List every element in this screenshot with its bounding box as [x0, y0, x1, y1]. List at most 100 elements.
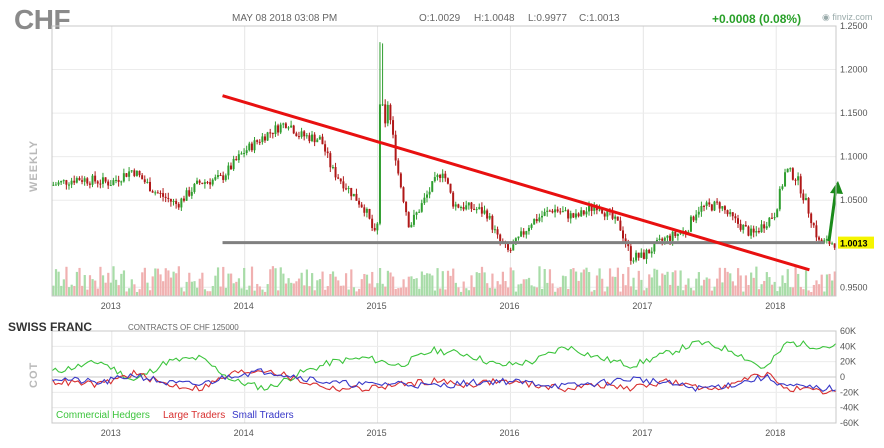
volume-bar	[441, 271, 444, 296]
price-y-tick: 0.9500	[840, 282, 868, 292]
candle-body	[441, 173, 444, 179]
candle-body	[363, 207, 366, 213]
volume-bar	[78, 267, 81, 296]
volume-bar	[148, 290, 152, 296]
volume-bar	[352, 287, 356, 296]
volume-bar	[245, 289, 248, 296]
price-y-tick: 1.2500	[840, 21, 868, 31]
cot-axis: 60K 40K 20K 0 -20K -40K -60K	[840, 326, 859, 428]
volume-bar	[378, 268, 382, 296]
candle-body	[96, 181, 99, 184]
volume-bar	[703, 279, 706, 296]
candle-body	[248, 143, 251, 151]
candle-body	[507, 243, 510, 250]
candle-body	[789, 168, 792, 170]
volume-bar	[412, 278, 416, 296]
candle-body	[410, 224, 413, 228]
volume-bar	[778, 286, 782, 296]
candle-body	[216, 175, 219, 178]
candle-body	[78, 178, 81, 181]
candle-body	[135, 170, 138, 176]
candle-body	[337, 177, 340, 179]
volume-bar	[823, 291, 826, 296]
volume-bar	[640, 279, 643, 296]
candle-body	[713, 201, 716, 211]
candle-body	[590, 206, 593, 211]
volume-bar	[721, 282, 724, 296]
candle-body	[496, 229, 499, 235]
volume-bar	[263, 291, 267, 296]
candle-body	[122, 173, 125, 182]
candle-body	[342, 181, 345, 189]
volume-bar	[501, 271, 504, 296]
volume-bar	[256, 283, 259, 296]
candle-body	[781, 186, 784, 189]
volume-bar	[313, 290, 316, 296]
candle-body	[253, 140, 256, 151]
candle-body	[828, 239, 831, 245]
candle-body	[261, 136, 264, 143]
candle-body	[530, 224, 533, 228]
cot-x-tick: 2018	[765, 428, 785, 438]
volume-bar	[663, 274, 667, 296]
candle-body	[462, 207, 465, 210]
candle-body	[645, 249, 648, 259]
source-watermark[interactable]: ◉ finviz.com	[822, 12, 872, 23]
candle-body	[112, 180, 115, 186]
candle-body	[773, 217, 776, 219]
candle-body	[303, 131, 306, 137]
cot-x-tick: 2017	[632, 428, 652, 438]
volume-bar	[334, 276, 337, 296]
candle-body	[509, 249, 512, 251]
candle-body	[133, 170, 136, 176]
candle-body	[797, 176, 800, 181]
candle-body	[603, 213, 606, 217]
volume-bar	[292, 283, 295, 296]
volume-bar	[389, 272, 392, 296]
volume-bar	[52, 285, 55, 296]
candle-body	[666, 235, 669, 238]
volume-bar	[143, 267, 146, 296]
candle-body	[151, 191, 154, 193]
candle-body	[744, 224, 747, 227]
candle-body	[760, 224, 763, 233]
volume-bar	[392, 276, 395, 296]
volume-bar	[546, 282, 549, 296]
volume-bar	[559, 287, 562, 296]
candle-body	[237, 154, 240, 161]
volume-bar	[446, 270, 450, 296]
volume-bar	[804, 270, 808, 296]
volume-bar	[765, 272, 768, 296]
candle-body	[446, 178, 449, 184]
candle-body	[752, 228, 755, 233]
candle-body	[818, 237, 821, 240]
cot-y-tick: 40K	[840, 341, 856, 351]
volume-bar	[797, 273, 800, 296]
candle-body	[405, 201, 408, 213]
candle-body	[418, 211, 421, 213]
candle-body	[632, 260, 635, 262]
volume-bar	[554, 291, 557, 296]
candle-body	[768, 217, 771, 227]
volume-bar	[222, 266, 225, 296]
volume-bar	[284, 283, 288, 296]
candle-body	[705, 202, 708, 207]
price-time-axis: 2013 2014 2015 2016 2017 2018	[101, 301, 785, 311]
volume-bar	[820, 274, 823, 296]
volume-bar	[802, 289, 805, 296]
candle-body	[245, 150, 248, 154]
volume-bar	[253, 290, 256, 296]
candle-body	[392, 120, 395, 135]
volume-bar	[509, 267, 512, 296]
volume-bar	[83, 275, 86, 296]
volume-bar	[235, 281, 238, 296]
candle-body	[101, 177, 104, 184]
volume-bar	[420, 271, 423, 296]
volume-bar	[54, 269, 58, 296]
volume-bar	[786, 269, 789, 296]
volume-bar	[684, 284, 687, 296]
volume-bar	[716, 278, 719, 296]
cot-y-tick: 60K	[840, 326, 856, 336]
volume-bar	[439, 288, 442, 296]
volume-bar	[381, 283, 384, 296]
